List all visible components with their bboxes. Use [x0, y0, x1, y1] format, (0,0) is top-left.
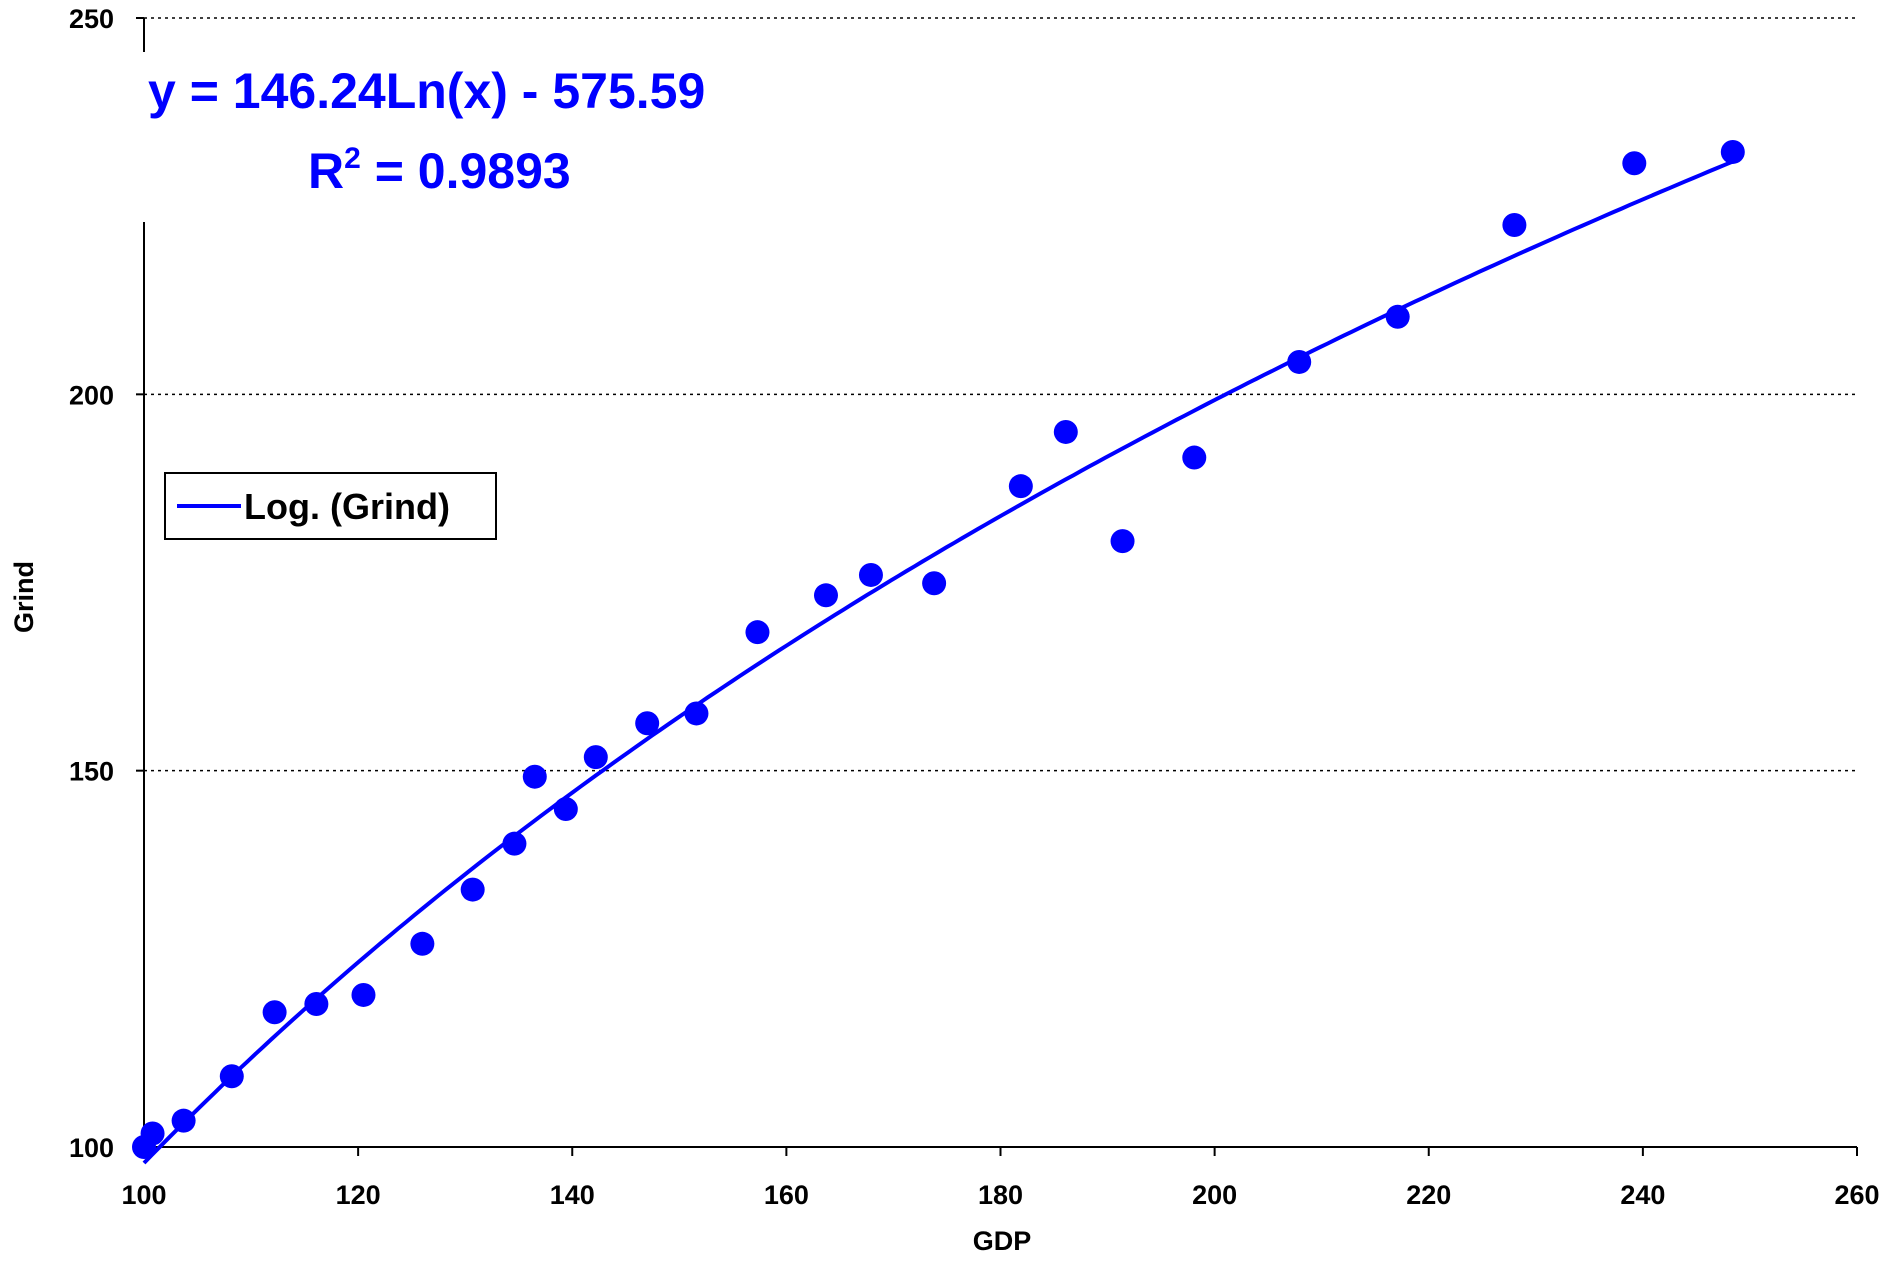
x-tick-labels: 100 120 140 160 180 200 220 240 260: [121, 1180, 1879, 1210]
y-tick-labels: 100 150 200 250: [69, 4, 114, 1163]
data-point-12: [583, 745, 608, 770]
data-point-15: [745, 620, 770, 645]
trendline-equation: y = 146.24Ln(x) - 575.59: [148, 63, 705, 119]
data-point-25: [1502, 212, 1527, 237]
r2-superscript: 2: [344, 142, 361, 175]
x-tick-label-120: 120: [336, 1180, 381, 1210]
data-point-11: [553, 797, 578, 822]
y-tick-label-200: 200: [69, 380, 114, 410]
x-tick-label-260: 260: [1834, 1180, 1879, 1210]
r2-suffix: = 0.9893: [361, 143, 571, 199]
x-tick-label-160: 160: [764, 1180, 809, 1210]
legend-entry-label: Log. (Grind): [244, 486, 450, 527]
y-axis-title: Grind: [9, 561, 39, 633]
data-point-20: [1053, 419, 1078, 444]
equation-box: [130, 52, 785, 222]
data-point-22: [1182, 445, 1207, 470]
data-point-3: [219, 1064, 244, 1089]
data-point-24: [1385, 304, 1410, 329]
x-tick-label-140: 140: [550, 1180, 595, 1210]
data-points: [132, 139, 1745, 1159]
data-point-13: [635, 711, 660, 736]
y-tick-label-150: 150: [69, 757, 114, 787]
y-tick-label-100: 100: [69, 1133, 114, 1163]
data-point-7: [410, 931, 435, 956]
data-point-10: [522, 764, 547, 789]
gridlines: [144, 17, 1857, 772]
data-point-14: [684, 701, 709, 726]
data-point-8: [460, 877, 485, 902]
data-point-27: [1720, 139, 1745, 164]
x-tick-label-100: 100: [121, 1180, 166, 1210]
data-point-21: [1110, 529, 1135, 554]
data-point-2: [171, 1108, 196, 1133]
x-tick-label-180: 180: [978, 1180, 1023, 1210]
data-point-23: [1287, 349, 1312, 374]
x-tick-label-220: 220: [1406, 1180, 1451, 1210]
data-point-18: [922, 571, 947, 596]
data-point-16: [813, 583, 838, 608]
data-point-9: [502, 831, 527, 856]
data-point-4: [262, 1000, 287, 1025]
data-point-6: [351, 982, 376, 1007]
x-axis-title: GDP: [973, 1226, 1032, 1256]
trendline-log: [142, 159, 1734, 1165]
y-tick-label-250: 250: [69, 4, 114, 34]
data-point-17: [858, 562, 883, 587]
x-tick-label-200: 200: [1192, 1180, 1237, 1210]
r2-prefix: R: [308, 143, 344, 199]
data-point-19: [1008, 474, 1033, 499]
data-point-26: [1622, 151, 1647, 176]
data-point-1: [140, 1121, 165, 1146]
trendline-r-squared: R2 = 0.9893: [308, 142, 571, 199]
data-point-5: [304, 991, 329, 1016]
legend: Log. (Grind): [164, 472, 497, 540]
x-tick-label-240: 240: [1620, 1180, 1665, 1210]
